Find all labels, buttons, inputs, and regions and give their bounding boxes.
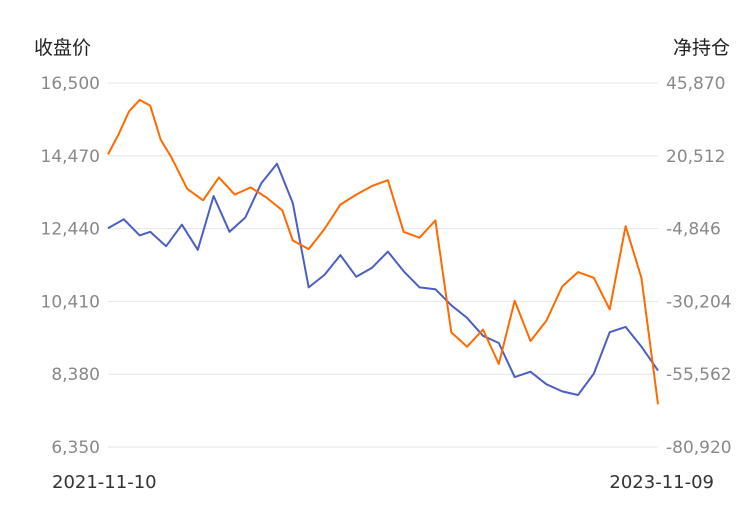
left-tick-label: 6,350 bbox=[51, 438, 100, 458]
right-axis-ticks: 45,870 20,512 -4,846 -30,204 -55,562 -80,920 bbox=[666, 74, 732, 458]
x-tick-label-end: 2023-11-09 bbox=[609, 472, 714, 493]
right-tick-label: -80,920 bbox=[666, 438, 732, 458]
left-tick-label: 10,410 bbox=[41, 292, 100, 312]
close-price-line bbox=[107, 162, 659, 396]
left-axis-title: 收盘价 bbox=[34, 37, 91, 59]
net-position-line bbox=[107, 98, 659, 405]
right-tick-label: -4,846 bbox=[666, 220, 721, 240]
left-tick-label: 14,470 bbox=[41, 147, 100, 167]
right-axis-title: 净持仓 bbox=[673, 37, 730, 59]
left-axis-ticks: 16,500 14,470 12,440 10,410 8,380 6,350 bbox=[41, 74, 100, 458]
left-tick-label: 8,380 bbox=[51, 365, 100, 385]
right-tick-label: 20,512 bbox=[666, 147, 725, 167]
gridlines bbox=[108, 82, 658, 448]
x-axis-ticks: 2021-11-10 2023-11-09 bbox=[52, 472, 714, 493]
series-lines bbox=[107, 98, 659, 405]
right-tick-label: -30,204 bbox=[666, 292, 732, 312]
x-tick-label-start: 2021-11-10 bbox=[52, 472, 157, 493]
left-tick-label: 16,500 bbox=[41, 74, 100, 94]
left-tick-label: 12,440 bbox=[41, 220, 100, 240]
right-tick-label: 45,870 bbox=[666, 74, 725, 94]
right-tick-label: -55,562 bbox=[666, 365, 732, 385]
